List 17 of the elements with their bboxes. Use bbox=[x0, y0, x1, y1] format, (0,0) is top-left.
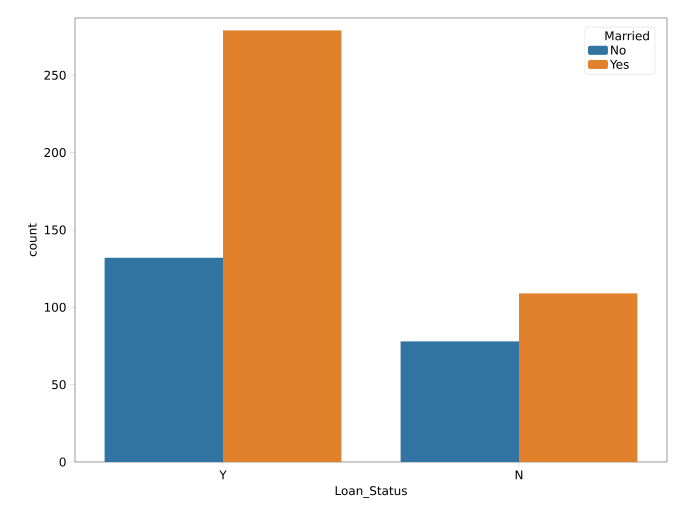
y-axis-title: count bbox=[28, 223, 37, 256]
y-tick-label: 200 bbox=[44, 148, 66, 158]
y-tick-label: 250 bbox=[44, 70, 66, 80]
bar bbox=[519, 293, 638, 462]
legend-label: No bbox=[611, 46, 626, 55]
y-tick-label: 150 bbox=[44, 225, 66, 234]
bar bbox=[104, 258, 223, 462]
bar bbox=[223, 30, 342, 462]
x-axis-title: Loan_Status bbox=[336, 486, 407, 498]
bar bbox=[400, 341, 519, 462]
legend-label: Yes bbox=[610, 60, 629, 69]
x-tick-label: Y bbox=[219, 470, 227, 480]
y-tick-label: 0 bbox=[60, 457, 66, 467]
legend-title: Married bbox=[605, 31, 649, 40]
y-tick-label: 50 bbox=[52, 380, 66, 390]
y-tick-label: 100 bbox=[44, 302, 66, 312]
x-tick-label: N bbox=[516, 470, 522, 480]
